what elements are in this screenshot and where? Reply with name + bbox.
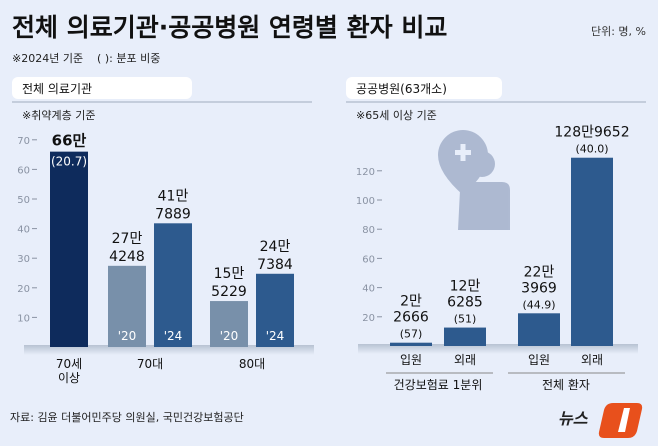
data-label: 5229 <box>211 284 247 300</box>
group-label-all-patients: 전체 환자 <box>542 378 590 392</box>
year-label: '20 <box>118 329 137 343</box>
bar <box>518 313 560 346</box>
y-tick-label: 60 <box>362 254 375 265</box>
y-tick-label: 50 <box>17 195 30 206</box>
data-label: 2만 <box>400 294 422 310</box>
y-tick-label: 120 <box>356 167 375 178</box>
bar <box>154 223 192 347</box>
bar <box>256 273 294 347</box>
y-tick-label: 20 <box>17 284 30 295</box>
y-tick-label: 70 <box>17 136 30 147</box>
data-label: 12만 <box>450 279 481 295</box>
right-y-axis: 20 40 60 80 100 120 <box>356 167 638 354</box>
data-label: 27만 <box>112 231 143 247</box>
data-label: 3969 <box>521 280 557 296</box>
left-chart-subtitle: ※취약계층 기준 <box>22 108 95 122</box>
data-label: 24만 <box>260 239 291 255</box>
year-label: '24 <box>266 329 285 343</box>
note: ※2024년 기준 ( ): 분포 비중 <box>12 52 160 65</box>
y-tick-label: 60 <box>17 165 30 176</box>
x-label-70plus-1: 70세 <box>56 357 82 371</box>
data-label: 66만 <box>52 132 87 150</box>
group-label-income-q1: 건강보험료 1분위 <box>394 378 483 392</box>
data-label: 6285 <box>447 295 483 311</box>
data-label: 15만 <box>214 266 245 282</box>
y-tick-label: 40 <box>17 225 30 236</box>
bar <box>444 327 486 346</box>
data-label: 7889 <box>155 206 191 222</box>
year-label: '20 <box>220 329 239 343</box>
data-label: 128만9652 <box>554 125 629 141</box>
y-tick-label: 30 <box>17 254 30 265</box>
data-label: 22만 <box>524 264 555 280</box>
news1-logo: 뉴스 <box>558 403 643 438</box>
y-tick-label: 80 <box>362 225 375 236</box>
data-label: 4248 <box>109 249 145 265</box>
baseline <box>24 345 314 355</box>
data-label: 41만 <box>158 188 189 204</box>
y-tick-label: 10 <box>17 313 30 324</box>
bar <box>390 342 432 346</box>
data-label-share: (20.7) <box>51 155 87 169</box>
bar <box>210 301 248 347</box>
bar <box>50 151 88 347</box>
baseline <box>358 344 638 354</box>
y-tick-label: 40 <box>362 284 375 295</box>
x-label-70plus-2: 이상 <box>58 371 80 385</box>
data-label-share: (40.0) <box>575 143 608 156</box>
x-category-label: 입원 <box>528 353 550 367</box>
x-category-label: 외래 <box>454 353 476 367</box>
x-label-70s: 70대 <box>137 357 163 371</box>
x-label-80s: 80대 <box>239 357 265 371</box>
bar <box>108 265 146 347</box>
unit-label: 단위: 명, % <box>591 25 646 38</box>
right-chart-subtitle: ※65세 이상 기준 <box>356 109 437 122</box>
data-label: 2666 <box>393 310 429 326</box>
source: 자료: 김윤 더불어민주당 의원실, 국민건강보험공단 <box>10 411 244 424</box>
page-title: 전체 의료기관·공공병원 연령별 환자 비교 <box>12 13 447 42</box>
data-label: 7384 <box>257 257 293 273</box>
x-category-label: 입원 <box>400 353 422 367</box>
left-bars: 66만 (20.7) 27만 4248 '20 41만 7889 '24 15만 5229 '20 2… <box>50 132 294 347</box>
svg-text:뉴스: 뉴스 <box>558 409 589 428</box>
left-chart-title: 전체 의료기관 <box>22 82 92 96</box>
panel-tab-right <box>346 77 502 99</box>
bar <box>571 157 613 346</box>
year-label: '24 <box>164 329 183 343</box>
left-y-axis: 10 20 30 40 50 60 70 <box>17 136 314 355</box>
x-category-label: 외래 <box>581 353 603 367</box>
data-label-share: (51) <box>454 313 477 326</box>
y-tick-label: 100 <box>356 196 375 207</box>
data-label-share: (44.9) <box>522 298 555 311</box>
data-label-share: (57) <box>400 328 423 341</box>
y-tick-label: 20 <box>362 313 375 324</box>
hospital-patient-icon <box>438 130 510 230</box>
right-chart-title: 공공병원(63개소) <box>356 82 447 96</box>
panel-tab-left <box>12 77 192 99</box>
